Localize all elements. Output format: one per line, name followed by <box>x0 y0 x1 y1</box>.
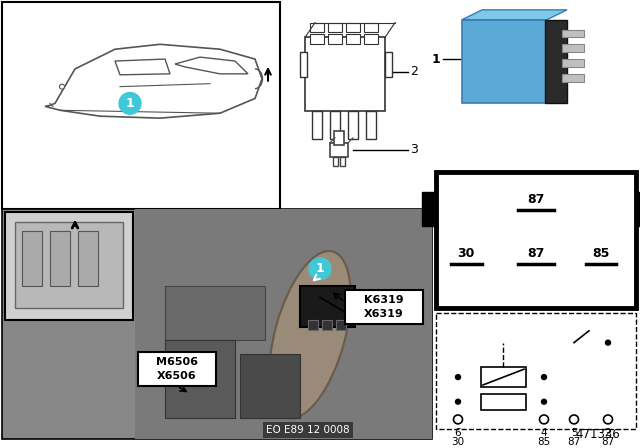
Circle shape <box>604 415 612 424</box>
Bar <box>165 340 235 418</box>
Bar <box>345 290 423 324</box>
Bar <box>300 285 355 327</box>
Bar <box>328 34 342 44</box>
Bar <box>322 320 332 330</box>
Bar <box>50 231 70 285</box>
Circle shape <box>309 258 331 280</box>
Text: 471336: 471336 <box>575 428 620 441</box>
Text: K6319: K6319 <box>364 295 404 305</box>
Bar <box>310 34 324 44</box>
Bar <box>2 2 280 209</box>
Circle shape <box>454 415 463 424</box>
Text: 87: 87 <box>527 194 545 207</box>
Bar <box>422 192 437 226</box>
Bar <box>436 313 636 429</box>
Circle shape <box>456 375 461 379</box>
Bar <box>308 320 318 330</box>
Bar <box>328 23 342 33</box>
Bar <box>165 285 265 340</box>
Bar <box>22 231 42 285</box>
Bar <box>364 34 378 44</box>
Bar <box>240 354 300 418</box>
Text: 87: 87 <box>602 437 614 447</box>
Bar <box>348 111 358 139</box>
Bar <box>562 44 584 52</box>
Bar <box>562 30 584 38</box>
Text: X6319: X6319 <box>364 309 404 319</box>
Polygon shape <box>175 57 248 74</box>
Bar <box>636 192 640 226</box>
Ellipse shape <box>269 251 351 418</box>
Bar <box>545 20 567 103</box>
Circle shape <box>570 415 579 424</box>
Bar <box>138 353 216 386</box>
Text: 30: 30 <box>458 246 475 259</box>
Bar <box>462 20 547 103</box>
Bar <box>562 59 584 67</box>
Bar <box>385 52 392 77</box>
Bar <box>5 211 133 320</box>
Text: 2: 2 <box>605 428 611 438</box>
Bar <box>346 34 360 44</box>
Bar <box>481 394 526 409</box>
Bar <box>312 111 322 139</box>
Bar <box>340 156 345 166</box>
Bar <box>333 156 338 166</box>
Polygon shape <box>462 10 567 20</box>
Bar <box>436 172 636 308</box>
Text: 5: 5 <box>571 428 577 438</box>
Text: 30: 30 <box>451 437 465 447</box>
Bar <box>135 209 432 439</box>
Circle shape <box>541 375 547 379</box>
Text: 87: 87 <box>568 437 580 447</box>
Text: 1: 1 <box>316 262 324 275</box>
Text: 6: 6 <box>454 428 461 438</box>
Text: M6506: M6506 <box>156 358 198 367</box>
Bar <box>305 38 385 111</box>
Circle shape <box>540 415 548 424</box>
Circle shape <box>456 399 461 404</box>
Text: 85: 85 <box>538 437 550 447</box>
Text: 2: 2 <box>410 65 418 78</box>
Bar <box>481 367 526 387</box>
Polygon shape <box>45 44 262 118</box>
Text: 1: 1 <box>431 52 440 65</box>
Text: 87: 87 <box>527 246 545 259</box>
Text: 1: 1 <box>125 97 134 110</box>
Bar <box>300 52 307 77</box>
Bar <box>562 74 584 82</box>
Bar <box>78 231 98 285</box>
Bar <box>310 23 324 33</box>
Bar <box>346 23 360 33</box>
Bar <box>2 209 432 439</box>
Text: 85: 85 <box>592 246 610 259</box>
Circle shape <box>541 399 547 404</box>
Circle shape <box>119 93 141 114</box>
Bar <box>330 111 340 139</box>
Circle shape <box>605 340 611 345</box>
Text: 3: 3 <box>410 143 418 156</box>
Text: EO E89 12 0008: EO E89 12 0008 <box>266 425 350 435</box>
Polygon shape <box>115 59 170 75</box>
Bar <box>336 320 346 330</box>
Bar <box>334 131 344 145</box>
Bar <box>15 221 123 308</box>
Text: X6506: X6506 <box>157 371 197 381</box>
Bar <box>330 143 348 156</box>
Text: 4: 4 <box>541 428 547 438</box>
Bar <box>366 111 376 139</box>
Bar <box>364 23 378 33</box>
Circle shape <box>60 84 65 89</box>
